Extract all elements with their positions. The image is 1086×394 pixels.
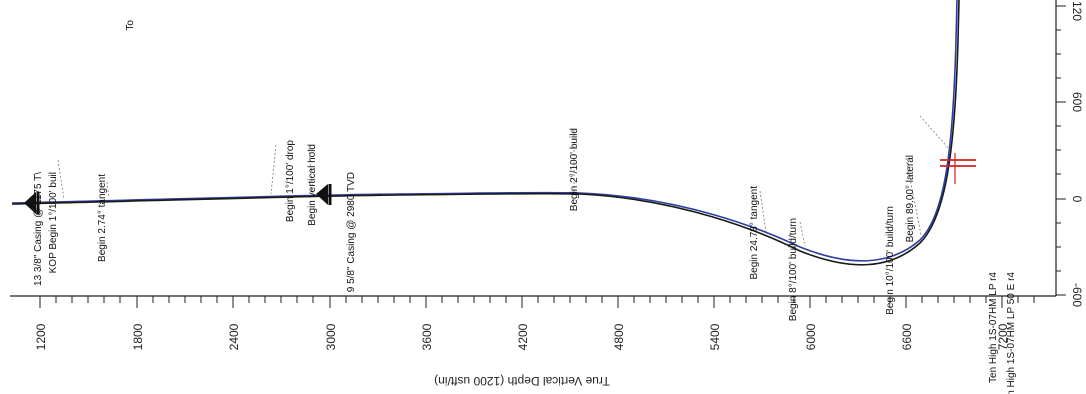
annotation-intermediate-casing: 9 5/8" Casing @ 2980 TVD bbox=[346, 172, 357, 292]
well-path bbox=[11, 0, 960, 266]
annotation-surface-casing: 13 3/8" Casing @ 1175 T\ bbox=[33, 172, 44, 286]
tick-label-x: 6000 bbox=[804, 323, 818, 350]
tick-label-x: 3000 bbox=[324, 323, 338, 350]
target-marker-icon bbox=[940, 153, 976, 184]
plan-path bbox=[11, 0, 958, 262]
tick-label-x: 2400 bbox=[227, 323, 241, 350]
annotation-build-turn-8: Begin 8°/100' build/turn bbox=[788, 218, 799, 321]
bottom-axis-tick-labels: 1200 1800 2400 3000 3600 4200 4800 5400 … bbox=[34, 323, 1010, 350]
annotation-lateral: Begin 89.00° lateral bbox=[905, 155, 916, 242]
tick-label-y: 120 bbox=[1070, 1, 1084, 21]
annotation-target-lp-50e: Ten High 1S-07HM LP 50 E r4 bbox=[1006, 272, 1017, 394]
annotation-tangent-24-78: Begin 24.78° tangent bbox=[749, 186, 760, 280]
tick-label-x: 1200 bbox=[34, 323, 48, 350]
right-axis-ticks bbox=[1056, 5, 1066, 296]
tick-label-x: 3600 bbox=[420, 323, 434, 350]
annotation-drop: Begin 1°/100' drop bbox=[285, 140, 296, 223]
annotation-target-lp: Ten High 1S-07HM LP r4 bbox=[988, 272, 999, 383]
tick-label-x: 6600 bbox=[900, 323, 914, 350]
annotation-vertical-hold: Begin vertical hold bbox=[307, 144, 318, 226]
tick-label-y: 600 bbox=[1070, 92, 1084, 112]
tick-label-x: 5400 bbox=[708, 323, 722, 350]
annotation-truncated-to: To bbox=[125, 20, 136, 31]
tick-label-y: 0 bbox=[1070, 196, 1084, 203]
tick-label-x: 7200 bbox=[996, 323, 1010, 350]
annotation-leaders bbox=[57, 115, 951, 247]
tick-label-x: 1800 bbox=[131, 323, 145, 350]
annotations: 13 3/8" Casing @ 1175 T\ KOP Begin 1°/10… bbox=[33, 20, 1017, 394]
tick-label-y: -600 bbox=[1070, 283, 1084, 307]
annotation-build-turn-10: Begin 10°/100' build/turn bbox=[885, 206, 896, 315]
right-axis-tick-labels: -600 0 600 120 bbox=[1070, 1, 1084, 307]
tick-label-x: 4200 bbox=[516, 323, 530, 350]
bottom-axis-ticks bbox=[39, 296, 1035, 308]
annotation-tangent-2-74: Begin 2.74° tangent bbox=[97, 174, 108, 262]
surface-casing-shoe-icon bbox=[24, 192, 40, 214]
bottom-axis-title: True Vertical Depth (1200 usft/in) bbox=[434, 374, 610, 388]
annotation-build-2: Begin 2°/100' build bbox=[569, 128, 580, 211]
tick-label-x: 4800 bbox=[612, 323, 626, 350]
intermediate-casing-shoe-icon bbox=[316, 184, 332, 205]
annotation-kop: KOP Begin 1°/100' buil bbox=[48, 172, 59, 273]
